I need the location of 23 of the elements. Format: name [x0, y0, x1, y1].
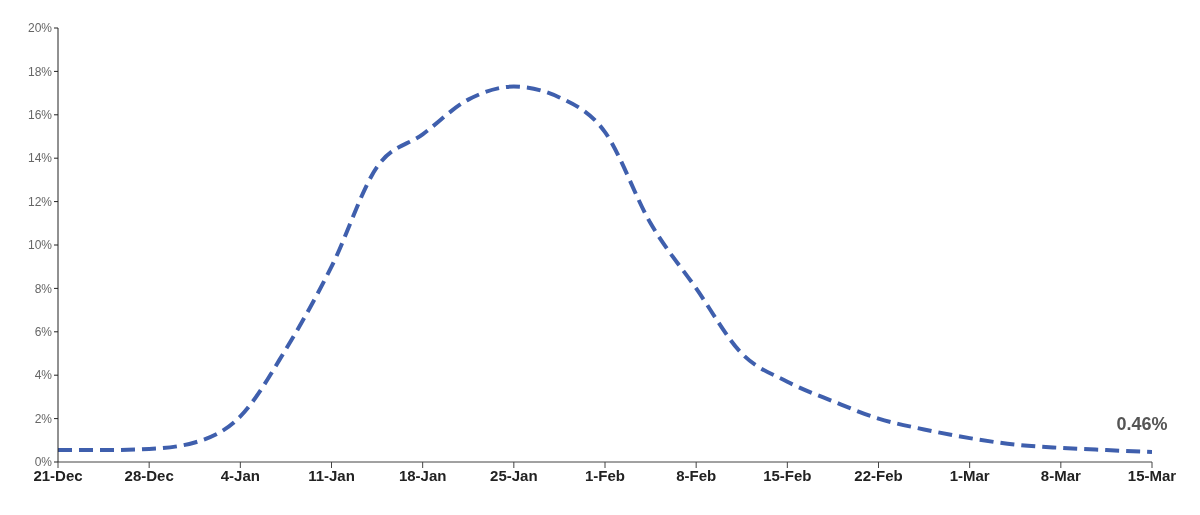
x-tick-label: 11-Jan [308, 466, 355, 484]
x-tick-label: 25-Jan [490, 466, 538, 484]
y-tick-label: 2% [34, 411, 53, 426]
annotation: 0.46% [1116, 414, 1168, 435]
y-tick-label: 8% [34, 281, 53, 296]
x-tick-label: 4-Jan [220, 466, 260, 484]
x-tick-label: 22-Feb [854, 466, 903, 484]
y-tick-label: 4% [34, 368, 53, 383]
x-tick-label: 28-Dec [124, 466, 174, 484]
y-tick-label: 6% [34, 325, 53, 340]
y-tick-label: 10% [27, 238, 53, 253]
x-tick-label: 8-Mar [1040, 466, 1081, 484]
x-tick-label: 15-Feb [763, 466, 812, 484]
x-tick-label: 15-Mar [1127, 466, 1177, 484]
x-tick-label: 8-Feb [676, 466, 717, 484]
y-tick-label: 14% [27, 151, 53, 166]
x-tick-label: 1-Feb [584, 466, 626, 484]
y-tick-label: 12% [27, 194, 53, 209]
y-tick-label: 18% [27, 64, 53, 79]
x-tick-label: 18-Jan [398, 466, 447, 484]
y-tick-label: 16% [27, 108, 53, 123]
y-tick-label: 20% [27, 21, 53, 36]
x-tick-label: 1-Mar [949, 466, 990, 484]
